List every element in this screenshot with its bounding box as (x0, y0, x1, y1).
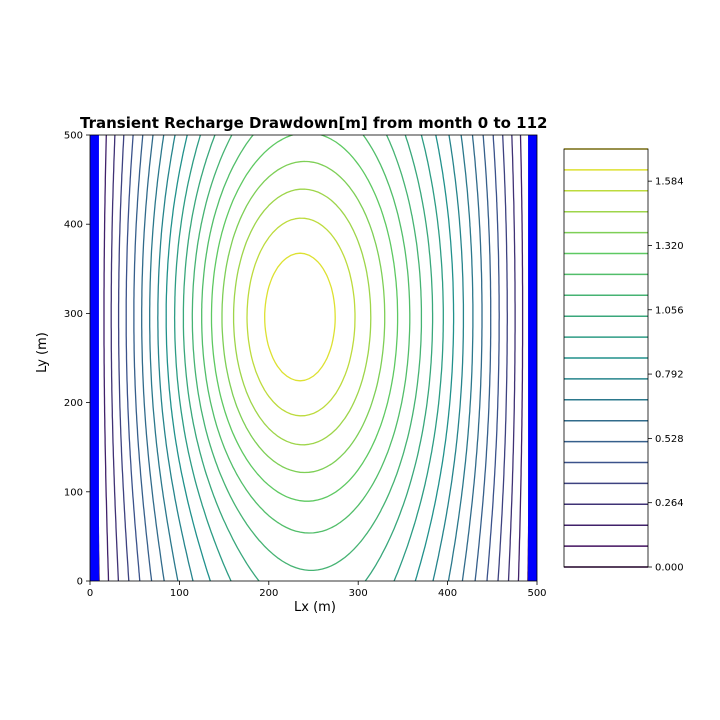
y-tick-label: 500 (64, 131, 83, 142)
colorbar-tick-label: 1.584 (655, 177, 684, 188)
boundary-right (528, 135, 537, 581)
colorbar-tick-label: 0.264 (655, 498, 684, 509)
y-axis-ticks: 0 100 200 300 400 500 (64, 131, 90, 588)
contour-level-3 (110, 135, 516, 581)
colorbar: 0.000 0.264 0.528 0.792 1.056 1.320 1.584 (563, 148, 684, 574)
x-tick-label: 300 (349, 588, 368, 599)
plot-frame (89, 134, 538, 582)
contour-level-12 (182, 135, 434, 581)
x-tick-label: 500 (527, 588, 546, 599)
colorbar-frame (563, 148, 649, 568)
boundary-left (90, 135, 99, 581)
colorbar-tick-label: 0.792 (655, 370, 684, 381)
contour-level-10 (165, 135, 455, 581)
y-tick-label: 0 (77, 577, 83, 588)
contour-level-19 (264, 252, 336, 382)
contour-level-9 (157, 135, 465, 581)
y-tick-label: 100 (64, 487, 83, 498)
contour-level-2 (103, 135, 524, 581)
boundary-bars (90, 135, 537, 581)
x-tick-label: 100 (170, 588, 189, 599)
y-tick-label: 200 (64, 398, 83, 409)
contour-level-8 (149, 135, 474, 581)
contour-level-5 (125, 135, 500, 581)
colorbar-tick-label: 1.320 (655, 241, 684, 252)
colorbar-tick-label: 0.000 (655, 563, 684, 574)
contour-level-16 (221, 160, 386, 474)
contour-level-4 (117, 135, 508, 581)
y-tick-label: 300 (64, 309, 83, 320)
chart-title: Transient Recharge Drawdown[m] from mont… (80, 114, 548, 132)
contour-level-14 (201, 135, 411, 534)
y-tick-label: 400 (64, 220, 83, 231)
x-tick-label: 0 (87, 588, 93, 599)
contour-level-1 (96, 135, 531, 581)
contour-level-15 (210, 135, 399, 502)
x-axis-label: Lx (m) (294, 600, 336, 615)
x-tick-label: 400 (438, 588, 457, 599)
colorbar-tick-label: 0.528 (655, 434, 684, 445)
colorbar-tick-label: 1.056 (655, 305, 684, 316)
y-axis-label: Ly (m) (34, 332, 50, 373)
contour-level-13 (191, 135, 423, 572)
contour-level-7 (141, 135, 483, 581)
contour-lines (96, 135, 531, 581)
contour-level-17 (232, 188, 372, 446)
x-tick-label: 200 (259, 588, 278, 599)
contour-level-6 (133, 135, 492, 581)
x-axis-ticks: 0 100 200 300 400 500 (87, 581, 547, 599)
contour-level-18 (246, 217, 356, 417)
contour-level-11 (173, 135, 444, 581)
